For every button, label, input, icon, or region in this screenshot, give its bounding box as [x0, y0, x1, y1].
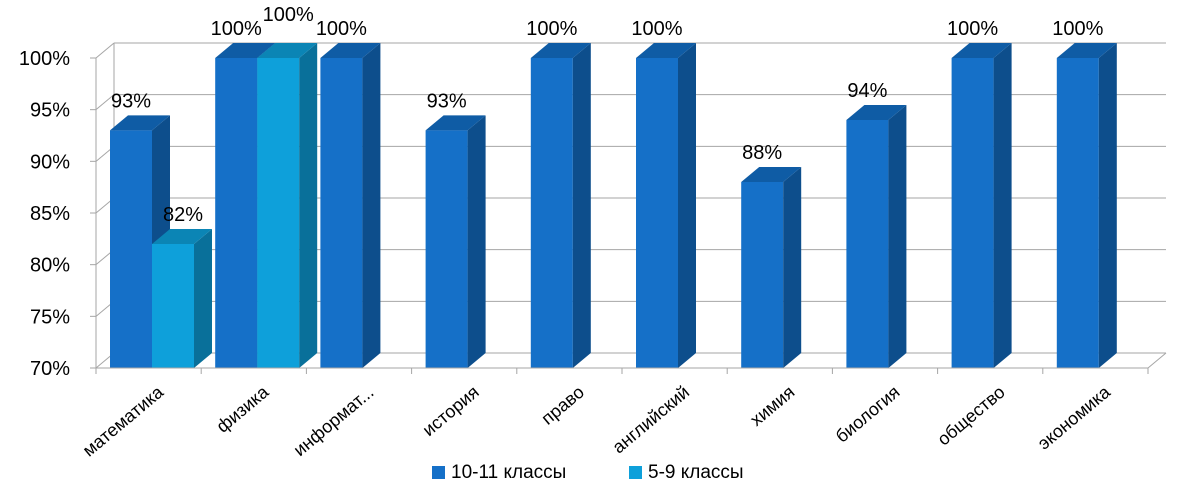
bar-top	[1056, 43, 1117, 58]
bar-front	[320, 58, 363, 368]
bar	[741, 167, 802, 368]
bar-front	[846, 120, 889, 368]
x-tick-label: право	[537, 382, 587, 429]
legend-swatch	[629, 466, 642, 479]
bar-front	[530, 58, 573, 368]
y-tick-label: 85%	[30, 203, 70, 225]
bar-top	[110, 115, 170, 131]
x-tick-label: математика	[79, 381, 168, 460]
data-label: 93%	[111, 90, 151, 112]
y-tick-label: 90%	[30, 151, 70, 173]
bar	[152, 229, 212, 368]
bar	[530, 43, 591, 368]
bar	[320, 43, 381, 368]
bar-front	[951, 58, 994, 368]
bar-side	[888, 105, 907, 368]
bar-top	[425, 115, 486, 131]
data-label: 100%	[947, 18, 998, 40]
x-tick-label: информат...	[290, 382, 378, 460]
bar-top	[320, 43, 381, 58]
legend: 10-11 классы 5-9 классы	[432, 462, 744, 483]
legend-label: 10-11 классы	[451, 462, 566, 483]
x-tick-label: экономика	[1034, 381, 1115, 453]
y-tick-label: 70%	[30, 358, 70, 380]
bar-side	[299, 43, 318, 368]
bar-side	[194, 229, 212, 368]
y-tick-label: 75%	[30, 306, 70, 328]
bar-front	[257, 58, 300, 368]
floor-right-edge	[1147, 352, 1167, 369]
bar	[1056, 43, 1117, 368]
legend-label: 5-9 классы	[648, 462, 744, 483]
data-label: 100%	[211, 18, 262, 40]
bar-side	[572, 43, 591, 368]
bar-front	[152, 244, 194, 368]
bar-side	[1098, 43, 1117, 368]
data-label: 88%	[742, 142, 782, 164]
x-tick-label: история	[419, 382, 483, 440]
bar-top	[152, 229, 212, 244]
data-label: 100%	[1052, 18, 1103, 40]
data-label: 93%	[427, 90, 467, 112]
bar	[257, 43, 318, 368]
x-tick-label: английский	[609, 382, 694, 458]
bar-front	[110, 130, 152, 368]
bars: 93%100% 100%93%100% 100%88%94%100% 100%82%1…	[110, 4, 1117, 368]
data-label: 100%	[526, 18, 577, 40]
x-tick-label: биология	[832, 382, 904, 447]
bar-top	[530, 43, 591, 58]
y-tick-label: 95%	[30, 100, 70, 122]
bar-front	[636, 58, 678, 368]
data-label: 100%	[263, 4, 314, 26]
x-axis: математика физика информат... история право а…	[79, 352, 1167, 460]
bar-side	[993, 43, 1012, 368]
gridline-depth	[95, 42, 115, 59]
bar-side	[467, 115, 486, 368]
bar-top	[846, 105, 907, 120]
y-axis: 70% 75% 80% 85% 90% 95% 100%	[19, 48, 96, 380]
x-tick-label: общество	[933, 382, 1008, 450]
bar-top	[257, 43, 318, 58]
bar-top	[636, 43, 696, 58]
y-tick-label: 80%	[30, 255, 70, 277]
data-label: 100%	[631, 18, 682, 40]
x-tick-label: химия	[746, 382, 798, 430]
bar-front	[425, 130, 468, 368]
bar-side	[362, 43, 381, 368]
gridline-depth	[95, 94, 115, 111]
x-tick-label: физика	[212, 381, 273, 436]
bar	[846, 105, 907, 368]
data-label: 82%	[163, 204, 203, 226]
data-label: 100%	[316, 18, 367, 40]
bar-front	[741, 182, 784, 368]
bar	[636, 43, 696, 368]
bar-front	[1056, 58, 1099, 368]
bar-top	[951, 43, 1012, 58]
legend-swatch	[432, 466, 445, 479]
bar	[425, 115, 486, 368]
bar-front	[215, 58, 258, 368]
y-tick-label: 100%	[19, 48, 70, 70]
data-label: 94%	[847, 80, 887, 102]
bar-top	[741, 167, 802, 182]
bar-side	[678, 43, 696, 368]
bar-side	[783, 167, 802, 368]
bar	[951, 43, 1012, 368]
bar-top	[215, 43, 276, 58]
